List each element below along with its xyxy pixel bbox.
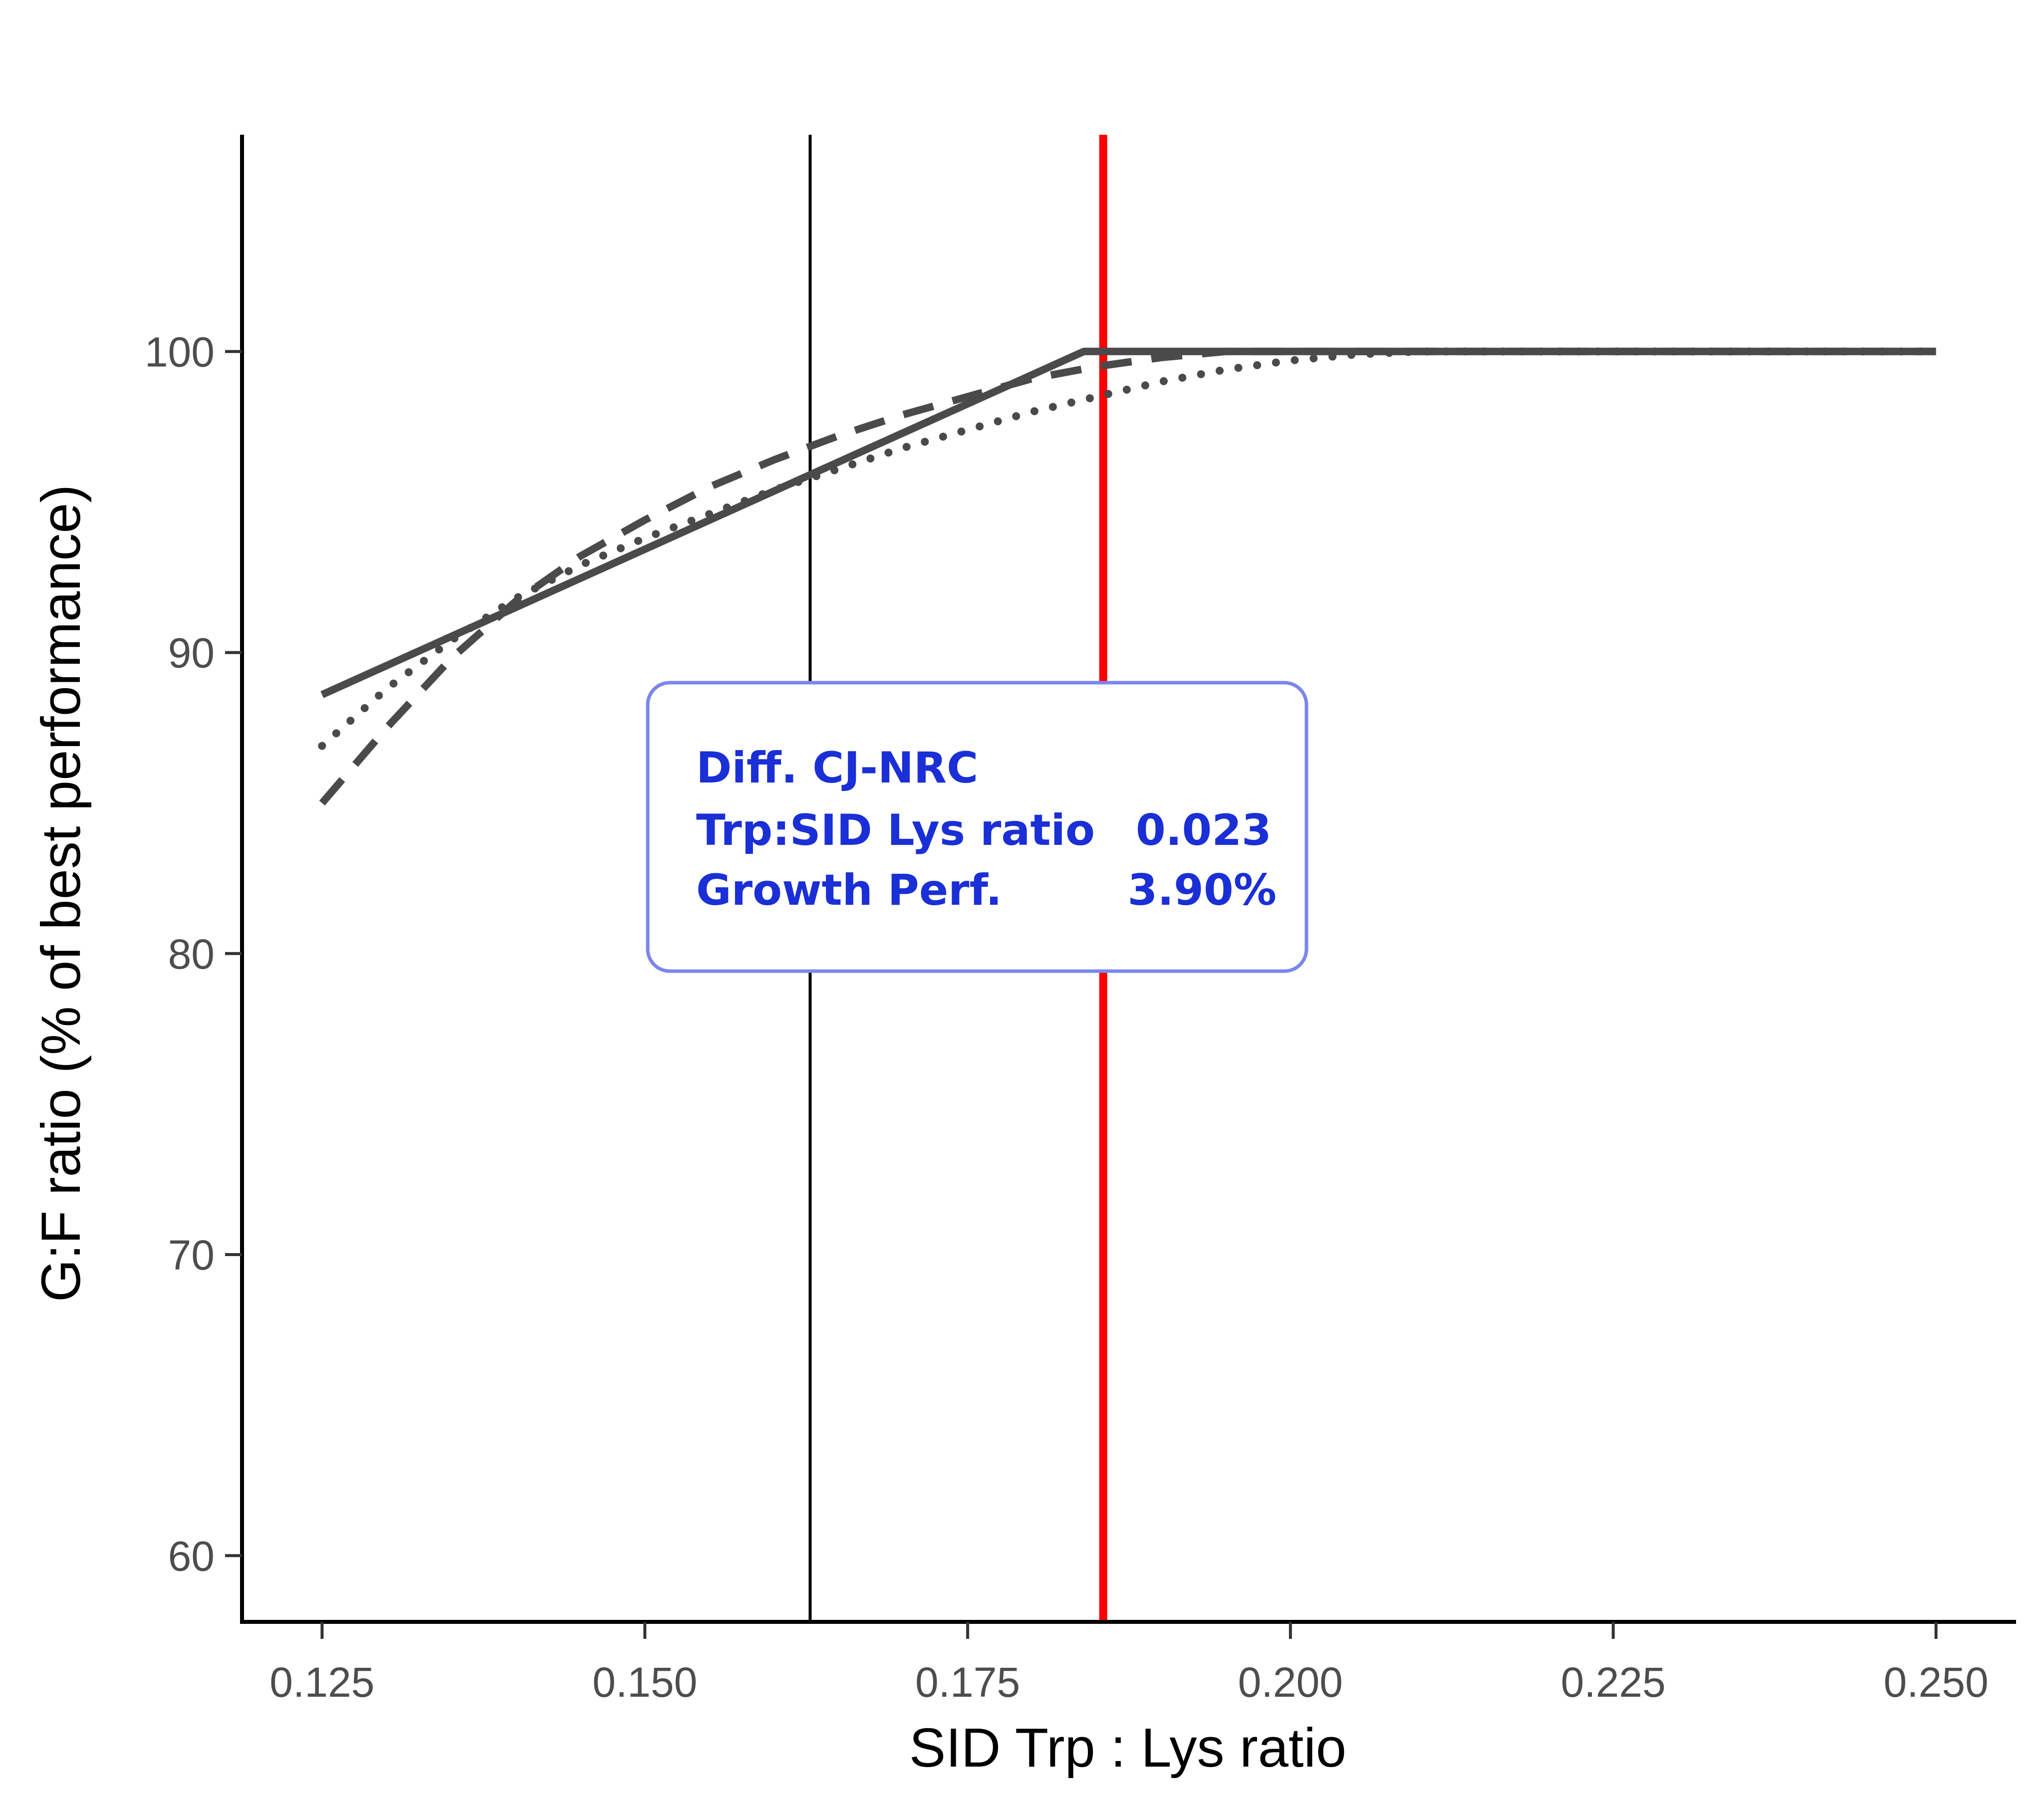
annotation-row-value: 0.023 [1136, 805, 1272, 855]
annotation-row-label: Trp:SID Lys ratio [696, 805, 1095, 855]
series-line-solid [320, 347, 1936, 698]
x-tick-label: 0.125 [269, 1659, 374, 1706]
y-tick-label: 100 [145, 328, 215, 375]
annotation-row-value: 3.90% [1128, 865, 1277, 915]
annotation-box: Diff. CJ-NRC Trp:SID Lys ratio 0.023 Gro… [646, 681, 1308, 973]
annotation-row-label: Growth Perf. [696, 865, 1002, 915]
annotation-frame [646, 681, 1308, 973]
y-tick-label: 60 [168, 1533, 215, 1579]
x-tick-label: 0.200 [1238, 1659, 1343, 1706]
y-tick-label: 90 [168, 630, 215, 677]
x-tick-label: 0.175 [915, 1659, 1020, 1706]
series-line-dotted [318, 347, 1940, 750]
y-tick-label: 70 [168, 1232, 215, 1279]
x-tick-label: 0.250 [1883, 1659, 1988, 1706]
y-tick-label: 80 [168, 931, 215, 978]
annotation-title: Diff. CJ-NRC [696, 743, 978, 793]
y-ticks: 60 70 80 90 100 [145, 328, 242, 1579]
axes [240, 135, 2016, 1624]
x-tick-label: 0.150 [592, 1659, 697, 1706]
y-axis-title: G:F ratio (% of best performance) [30, 485, 92, 1302]
x-tick-label: 0.225 [1561, 1659, 1666, 1706]
series-group [318, 347, 1940, 806]
x-axis-title: SID Trp : Lys ratio [909, 1717, 1346, 1779]
x-ticks: 0.125 0.150 0.175 0.200 0.225 0.250 [269, 1622, 1989, 1706]
